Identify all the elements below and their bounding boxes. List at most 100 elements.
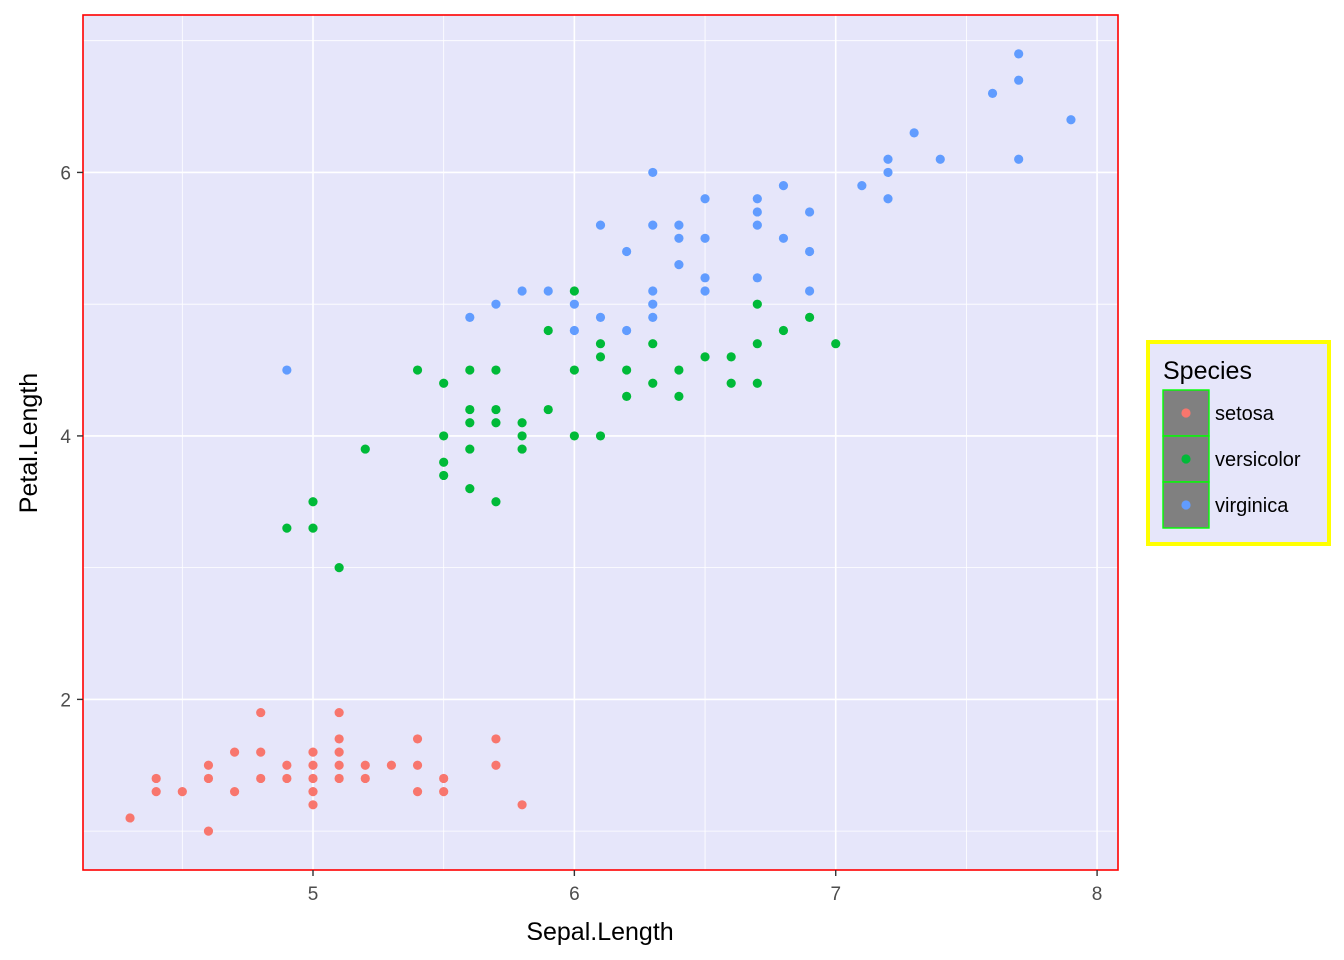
point-virginica bbox=[569, 325, 579, 336]
point-versicolor bbox=[491, 418, 501, 428]
point-virginica bbox=[648, 312, 658, 322]
point-virginica bbox=[465, 312, 475, 322]
point-setosa bbox=[282, 773, 292, 784]
point-virginica bbox=[491, 299, 501, 309]
point-versicolor bbox=[491, 497, 501, 507]
point-versicolor bbox=[648, 339, 658, 349]
point-versicolor bbox=[491, 404, 501, 415]
point-virginica bbox=[569, 299, 579, 309]
point-versicolor bbox=[622, 391, 632, 401]
point-versicolor bbox=[439, 378, 449, 388]
point-versicolor bbox=[517, 431, 527, 441]
point-virginica bbox=[648, 220, 658, 230]
point-virginica bbox=[282, 365, 292, 375]
point-virginica bbox=[752, 194, 762, 204]
point-virginica bbox=[700, 273, 710, 283]
point-virginica bbox=[752, 220, 762, 230]
x-tick-label: 7 bbox=[830, 884, 841, 905]
point-versicolor bbox=[622, 365, 632, 375]
point-virginica bbox=[622, 246, 632, 257]
point-versicolor bbox=[831, 339, 841, 349]
point-virginica bbox=[883, 154, 893, 164]
point-versicolor bbox=[465, 365, 475, 375]
point-setosa bbox=[334, 734, 344, 744]
point-versicolor bbox=[439, 457, 449, 467]
point-setosa bbox=[439, 787, 449, 797]
point-virginica bbox=[622, 325, 632, 336]
point-setosa bbox=[386, 760, 397, 770]
point-versicolor bbox=[752, 339, 762, 349]
point-versicolor bbox=[778, 325, 789, 336]
point-setosa bbox=[151, 787, 161, 797]
point-versicolor bbox=[595, 431, 606, 441]
point-setosa bbox=[229, 787, 240, 797]
legend: Species setosa versicolor virginica bbox=[1146, 340, 1331, 546]
point-versicolor bbox=[412, 365, 423, 375]
panel-background bbox=[83, 15, 1118, 870]
y-axis-title: Petal.Length bbox=[15, 373, 43, 513]
point-virginica bbox=[778, 181, 789, 191]
point-virginica bbox=[1066, 115, 1076, 125]
point-setosa bbox=[282, 760, 292, 770]
point-setosa bbox=[256, 773, 266, 784]
legend-swatch-versicolor bbox=[1181, 454, 1191, 464]
legend-swatch-setosa bbox=[1181, 408, 1191, 418]
y-axis: 2 4 6 bbox=[60, 163, 83, 711]
point-virginica bbox=[909, 128, 919, 138]
point-versicolor bbox=[804, 312, 815, 322]
point-versicolor bbox=[439, 470, 449, 481]
point-setosa bbox=[517, 800, 527, 810]
point-setosa bbox=[360, 773, 370, 784]
point-setosa bbox=[308, 787, 318, 797]
point-versicolor bbox=[752, 378, 762, 388]
y-tick-label: 6 bbox=[60, 163, 71, 184]
point-versicolor bbox=[700, 352, 710, 362]
y-tick-label: 2 bbox=[60, 690, 71, 711]
point-virginica bbox=[778, 233, 789, 243]
point-virginica bbox=[804, 286, 815, 296]
point-setosa bbox=[151, 773, 161, 784]
point-virginica bbox=[804, 207, 815, 217]
point-setosa bbox=[308, 747, 318, 757]
point-versicolor bbox=[517, 418, 527, 428]
point-virginica bbox=[517, 286, 527, 296]
point-versicolor bbox=[360, 444, 370, 454]
x-axis-title: Sepal.Length bbox=[526, 918, 673, 946]
point-virginica bbox=[883, 194, 893, 204]
point-virginica bbox=[987, 88, 998, 98]
point-versicolor bbox=[282, 523, 292, 533]
y-tick-label: 4 bbox=[60, 427, 71, 448]
point-setosa bbox=[308, 760, 318, 770]
point-versicolor bbox=[595, 352, 606, 362]
point-virginica bbox=[1014, 49, 1024, 59]
point-setosa bbox=[412, 734, 423, 744]
point-versicolor bbox=[726, 378, 736, 388]
point-virginica bbox=[648, 167, 658, 178]
point-setosa bbox=[203, 760, 214, 770]
point-versicolor bbox=[308, 497, 318, 507]
point-versicolor bbox=[648, 378, 658, 388]
point-versicolor bbox=[439, 431, 449, 441]
x-axis: 5 6 7 8 bbox=[308, 870, 1102, 905]
point-virginica bbox=[595, 312, 606, 322]
point-setosa bbox=[256, 747, 266, 757]
x-tick-label: 5 bbox=[308, 884, 319, 905]
legend-label-virginica: virginica bbox=[1215, 495, 1289, 517]
point-versicolor bbox=[465, 404, 475, 415]
point-virginica bbox=[674, 260, 684, 270]
point-setosa bbox=[334, 747, 344, 757]
point-virginica bbox=[700, 233, 710, 243]
legend-key-virginica bbox=[1162, 481, 1210, 529]
point-versicolor bbox=[674, 365, 684, 375]
point-versicolor bbox=[569, 431, 579, 441]
point-virginica bbox=[1014, 75, 1024, 85]
point-virginica bbox=[700, 286, 710, 296]
point-setosa bbox=[308, 773, 318, 784]
point-virginica bbox=[857, 181, 867, 191]
point-virginica bbox=[700, 194, 710, 204]
point-versicolor bbox=[465, 484, 475, 494]
point-versicolor bbox=[674, 391, 684, 401]
point-setosa bbox=[229, 747, 240, 757]
point-virginica bbox=[804, 246, 815, 257]
